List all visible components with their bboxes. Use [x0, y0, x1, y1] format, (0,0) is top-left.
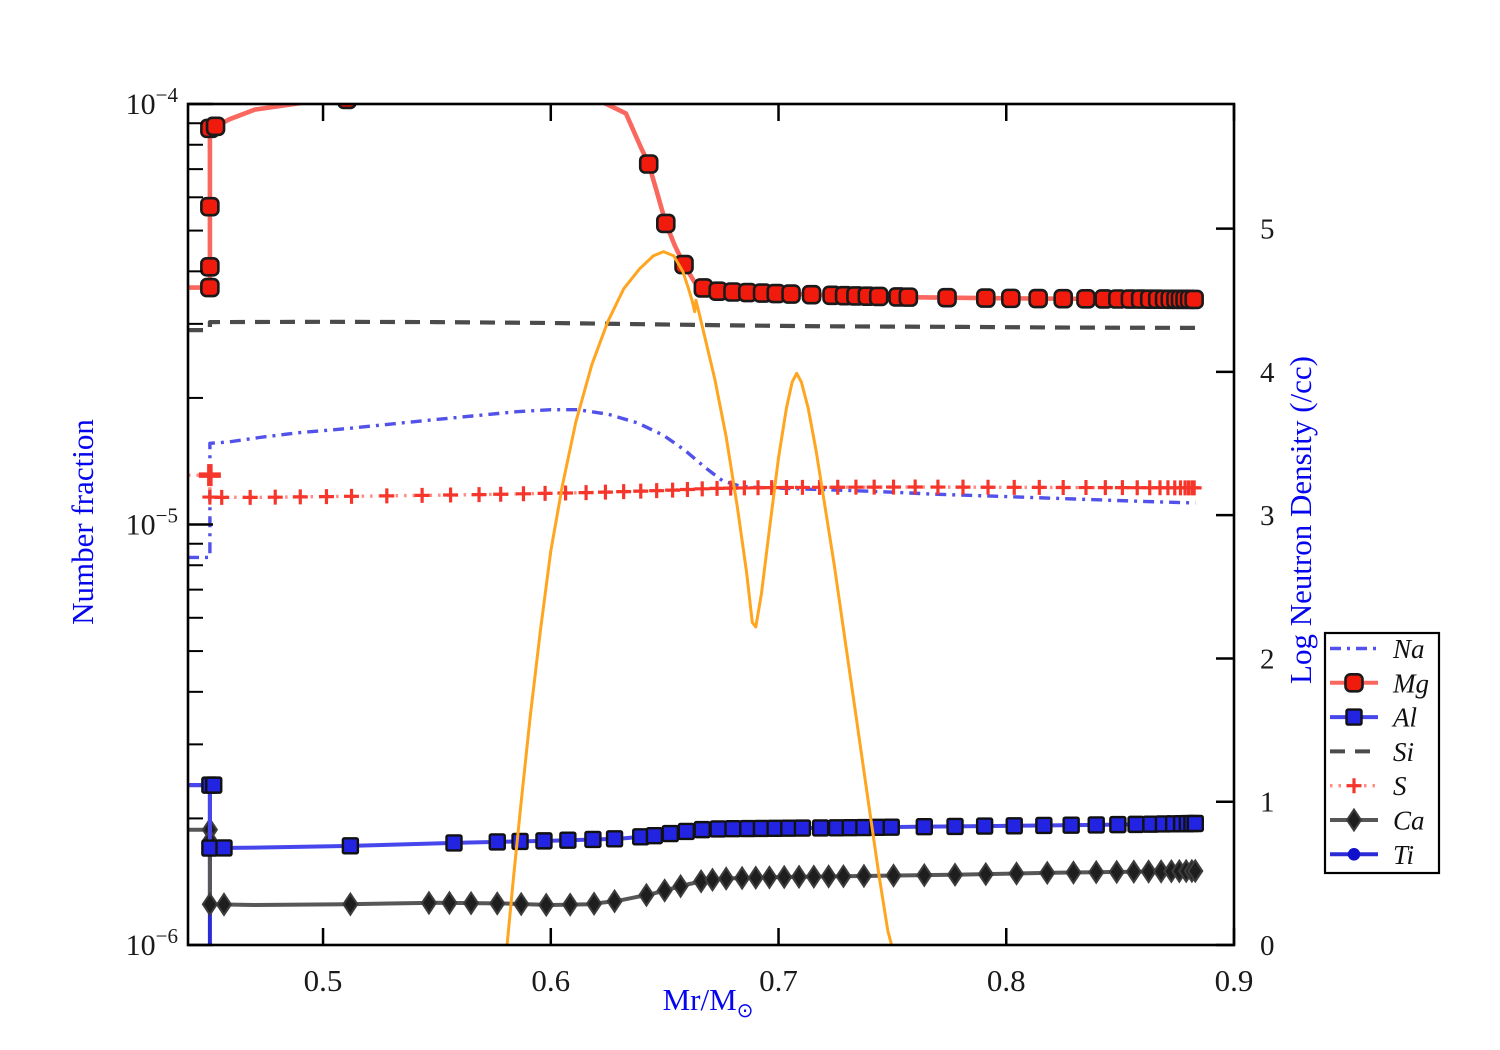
series-si — [188, 319, 1196, 333]
legend-item-ca: Ca — [1330, 806, 1425, 836]
legend-label: Na — [1392, 634, 1425, 664]
tick-labels: 0.5 0.6 0.7 0.8 0.9 10−4 10−5 10−6 0 1 2 3 4 5 — [126, 83, 1275, 998]
y-left-tick-label: 10−6 — [126, 924, 178, 962]
series-al — [188, 776, 1204, 857]
axis-ticks — [188, 102, 1236, 947]
legend: Na Mg Al Si S Ca Ti — [1323, 631, 1441, 875]
y-right-tick-label: 0 — [1260, 930, 1275, 962]
x-tick-label: 0.7 — [759, 963, 798, 998]
legend-item-al: Al — [1330, 703, 1417, 733]
y-axis-label-right-text: Log Neutron Density (/cc) — [1283, 356, 1318, 684]
legend-label: Ti — [1393, 840, 1414, 870]
legend-label: S — [1393, 771, 1407, 801]
y-right-tick-label: 1 — [1260, 787, 1275, 819]
legend-item-mg: Mg — [1330, 668, 1429, 698]
y-axis-label-left-text: Number fraction — [65, 419, 100, 625]
y-right-tick-label: 5 — [1260, 214, 1275, 246]
legend-label: Mg — [1392, 668, 1429, 698]
legend-item-ti: Ti — [1330, 840, 1414, 870]
series-mg — [188, 104, 1204, 310]
series-s — [188, 464, 1202, 505]
y-right-tick-label: 4 — [1260, 357, 1275, 389]
y-left-tick-label: 10−4 — [126, 83, 179, 121]
legend-label: Ca — [1393, 806, 1425, 836]
x-tick-label: 0.5 — [304, 963, 343, 998]
x-tick-label: 0.8 — [987, 963, 1026, 998]
y-right-tick-label: 2 — [1260, 643, 1275, 675]
y-left-tick-label: 10−5 — [126, 504, 178, 542]
legend-item-si: Si — [1330, 737, 1414, 767]
legend-label: Al — [1391, 703, 1417, 733]
legend-item-s: S — [1330, 771, 1407, 801]
y-right-tick-label: 3 — [1260, 500, 1275, 532]
plot-area — [188, 104, 1204, 945]
legend-item-na: Na — [1330, 634, 1425, 664]
legend-label: Si — [1393, 737, 1414, 767]
x-tick-label: 0.9 — [1215, 963, 1254, 998]
x-axis-label-text: Mr/M⊙ — [662, 982, 754, 1022]
x-tick-label: 0.6 — [531, 963, 570, 998]
neutron-density-curve — [505, 250, 894, 945]
series-na — [188, 408, 1196, 560]
solar-mass-symbol: ⊙ — [736, 998, 754, 1022]
